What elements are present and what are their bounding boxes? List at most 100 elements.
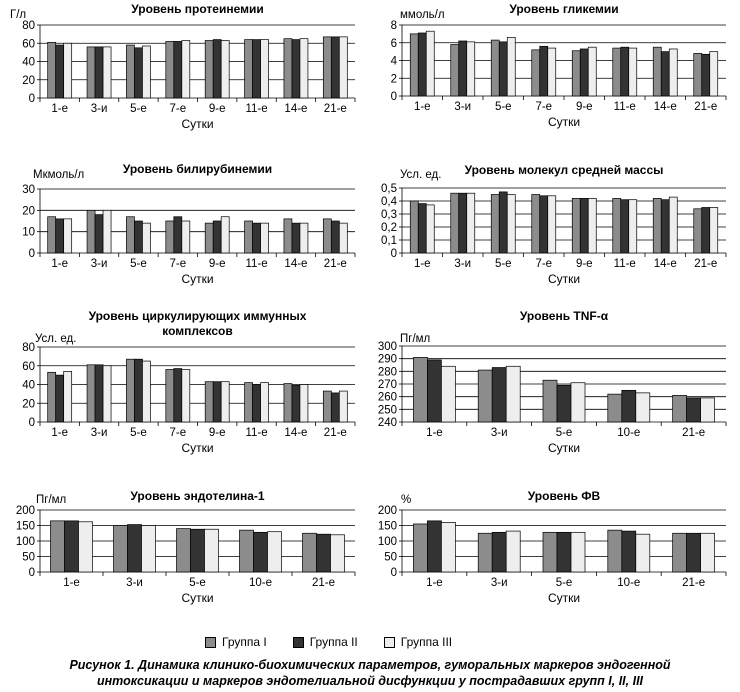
bar — [330, 534, 345, 573]
bar — [142, 45, 151, 99]
bar — [252, 222, 261, 254]
bar — [621, 530, 637, 573]
bar — [338, 222, 348, 254]
chart-3: Уровень билирубинемии Мкмоль/л 0 10 20 30 1-е 3… — [22, 162, 356, 286]
y-tick-label: 50 — [384, 552, 397, 564]
bar — [587, 198, 597, 254]
bar — [477, 532, 493, 573]
bar — [204, 381, 214, 423]
bar — [173, 41, 183, 99]
x-tick-label: 21-е — [324, 103, 347, 115]
bar — [322, 36, 332, 99]
y-tick-label: 0 — [29, 417, 35, 429]
bar — [709, 51, 719, 97]
bar — [47, 216, 57, 254]
bar — [113, 525, 128, 573]
bar — [299, 384, 309, 423]
bar — [142, 360, 151, 423]
bar — [267, 531, 282, 573]
bar — [425, 30, 435, 97]
bar — [579, 48, 589, 97]
x-tick-label: 21-е — [324, 258, 347, 270]
bar — [181, 220, 191, 254]
bar — [620, 46, 630, 97]
bar — [427, 359, 442, 423]
y-tick-label: 200 — [16, 505, 35, 517]
bar — [425, 204, 435, 254]
bar — [316, 533, 331, 573]
y-tick-label: 30 — [22, 184, 35, 196]
x-tick-label: 21-е — [682, 427, 705, 439]
bar — [458, 40, 468, 97]
bar — [78, 521, 93, 573]
x-tick-label: 5-е — [130, 103, 147, 115]
bar — [94, 214, 104, 254]
bar — [542, 379, 558, 423]
bar — [102, 209, 112, 254]
x-tick-label: 9-е — [209, 258, 226, 270]
chart-2: Уровень гликемии ммоль/л 0 2 4 6 8 1-е 3-и 5-е 7-е… — [391, 2, 727, 129]
bar — [63, 371, 73, 423]
bar — [47, 41, 57, 99]
chart-title: Уровень протеинемии — [131, 2, 263, 16]
x-tick-label: 5-е — [556, 577, 573, 589]
bar — [252, 39, 261, 99]
bar — [291, 222, 301, 254]
x-tick-label: 7-е — [170, 427, 187, 439]
legend-label-group-2: Группа II — [309, 635, 358, 649]
x-tick-label: 3-и — [91, 103, 108, 115]
y-tick-label: 60 — [22, 38, 35, 50]
chart-title: Уровень молекул средней массы — [465, 163, 664, 177]
chart-5: Уровень циркулирующих иммунныхкомплексов… — [22, 309, 356, 455]
bar — [660, 51, 670, 97]
x-tick-label: 5-е — [189, 577, 206, 589]
bar — [635, 392, 651, 423]
bar — [173, 216, 183, 254]
x-tick-label: 1-е — [426, 577, 443, 589]
bar — [165, 369, 175, 423]
chart-title: Уровень ФВ — [528, 489, 601, 503]
bar — [322, 390, 332, 423]
y-tick-label: 8 — [391, 20, 397, 32]
bar — [283, 38, 293, 99]
x-tick-label: 11-е — [614, 258, 636, 270]
bar — [413, 523, 428, 573]
bar — [612, 198, 622, 254]
bar — [253, 531, 268, 573]
y-tick-label: 20 — [22, 205, 35, 217]
bar — [134, 220, 143, 254]
x-tick-label: 7-е — [535, 101, 552, 113]
bar — [450, 192, 460, 254]
bar — [620, 199, 630, 254]
y-tick-label: 0,3 — [381, 209, 397, 221]
y-tick-label: 0 — [29, 93, 35, 105]
chart-title: Уровень гликемии — [509, 2, 618, 16]
y-tick-label: 4 — [391, 56, 398, 68]
x-tick-label: 7-е — [170, 103, 187, 115]
y-tick-label: 0,2 — [381, 222, 397, 234]
y-tick-label: 240 — [378, 417, 397, 429]
chart-title: комплексов — [162, 324, 233, 338]
bar — [660, 199, 670, 254]
bar — [579, 198, 589, 254]
bar — [417, 203, 427, 254]
bar — [498, 191, 508, 254]
bar — [283, 383, 293, 423]
y-tick-label: 0,1 — [381, 235, 397, 247]
bar — [628, 47, 638, 97]
x-tick-label: 1-е — [426, 427, 443, 439]
chart-title: Уровень TNF-α — [520, 309, 609, 323]
x-tick-label: 5-е — [130, 258, 147, 270]
bar — [477, 369, 493, 423]
bar — [322, 218, 332, 254]
bar — [126, 44, 135, 99]
x-tick-label: 21-е — [324, 427, 347, 439]
y-tick-label: 40 — [22, 57, 35, 69]
bar — [204, 40, 214, 99]
y-tick-label: 50 — [22, 552, 35, 564]
bar — [693, 53, 703, 97]
bar — [668, 48, 678, 97]
y-tick-label: 80 — [22, 342, 35, 354]
bar — [220, 216, 230, 254]
